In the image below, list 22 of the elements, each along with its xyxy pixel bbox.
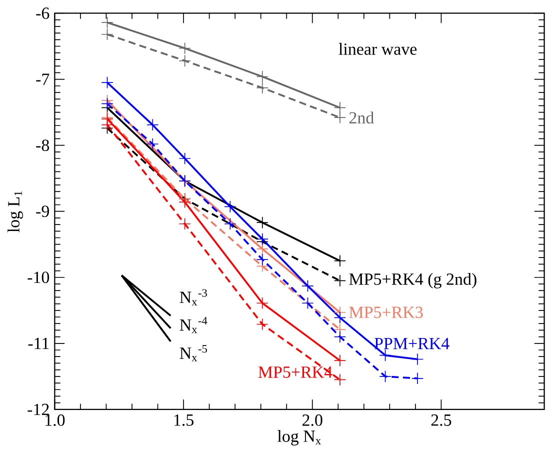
y-tick-label: -7 bbox=[36, 74, 50, 85]
y-axis-title: log L$_{1}$ bbox=[8, 191, 23, 232]
x-tick-label: 2.0 bbox=[302, 414, 322, 426]
y-tick-label: -6 bbox=[36, 8, 50, 19]
y-tick-label: -11 bbox=[28, 338, 49, 350]
y-tick-label: -10 bbox=[28, 272, 50, 284]
x-tick-label: 1.5 bbox=[174, 414, 194, 426]
y-tick-label: -8 bbox=[36, 140, 50, 152]
annotation: N$_{x}$-5 bbox=[180, 345, 207, 362]
series-label: 2nd bbox=[349, 112, 374, 124]
x-axis-title: log N$_{x}$ bbox=[278, 430, 321, 446]
series-label: MP5+RK3 bbox=[349, 306, 423, 318]
annotation: N$_{x}$-3 bbox=[180, 289, 207, 306]
series-label: PPM+RK4 bbox=[374, 338, 450, 350]
series-label: MP5+RK4 (g 2nd) bbox=[349, 272, 476, 288]
series-label: MP5+RK4 bbox=[258, 366, 332, 378]
annotation: N$_{x}$-4 bbox=[180, 316, 208, 334]
annotation: linear wave bbox=[338, 42, 417, 55]
y-tick-label: -9 bbox=[36, 206, 49, 218]
y-tick-label: -12 bbox=[28, 404, 49, 416]
x-tick-label: 2.5 bbox=[431, 414, 452, 426]
x-tick-label: 1.0 bbox=[46, 414, 65, 426]
